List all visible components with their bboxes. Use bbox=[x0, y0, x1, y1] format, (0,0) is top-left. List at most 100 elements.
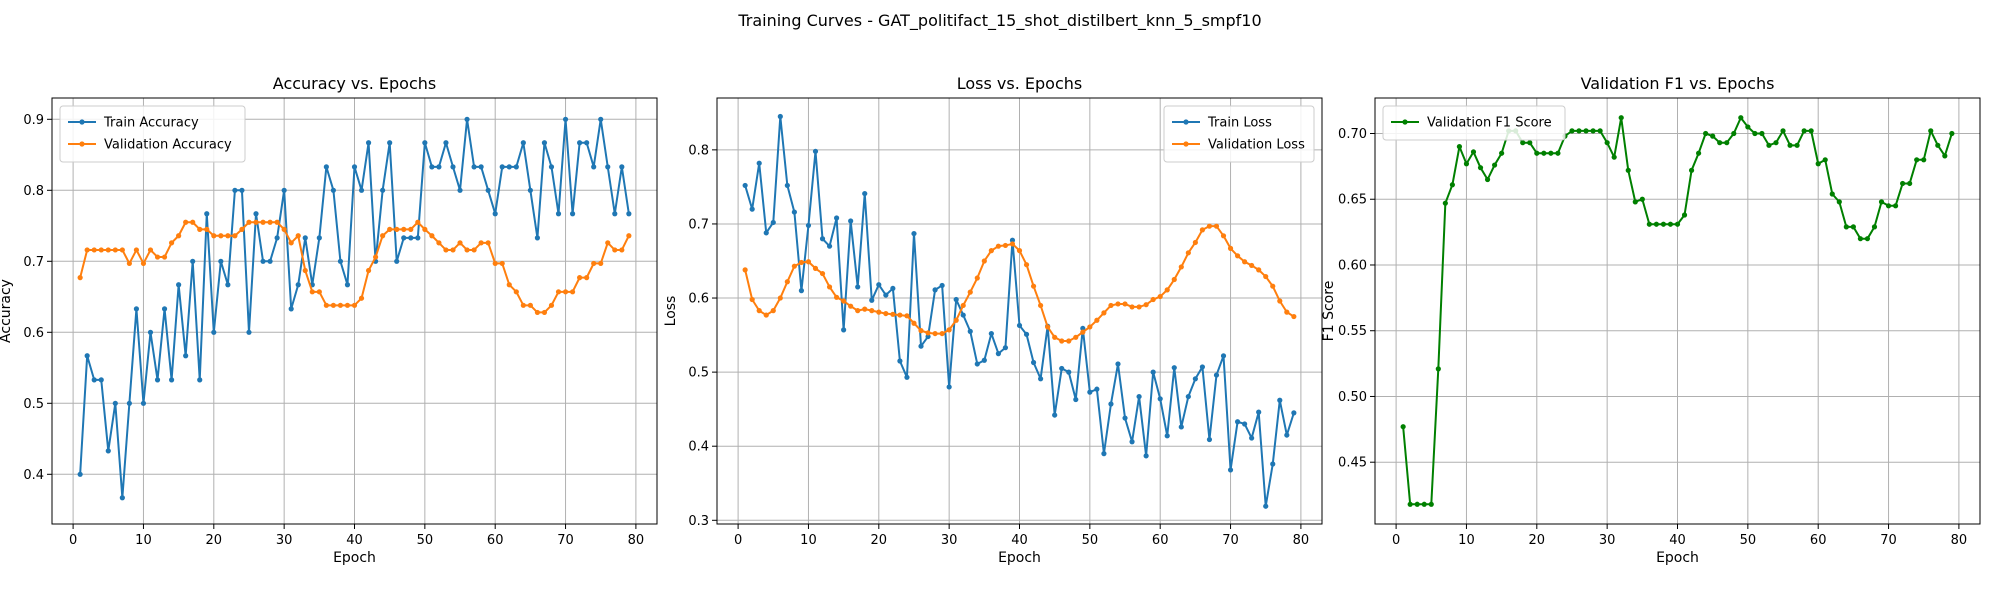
data-point bbox=[1421, 501, 1427, 507]
data-point bbox=[1836, 199, 1842, 205]
data-point bbox=[295, 233, 301, 239]
data-point bbox=[1242, 259, 1248, 265]
data-point bbox=[1227, 467, 1234, 473]
data-point bbox=[805, 259, 812, 265]
data-point bbox=[204, 211, 210, 217]
legend: Train Loss Validation Loss bbox=[1163, 105, 1315, 163]
data-point bbox=[1045, 324, 1051, 330]
data-point bbox=[337, 302, 344, 308]
data-point bbox=[1667, 221, 1674, 227]
data-point bbox=[1787, 142, 1793, 148]
data-point bbox=[1270, 283, 1276, 289]
data-point bbox=[925, 333, 931, 340]
data-point bbox=[960, 312, 966, 318]
data-point bbox=[812, 148, 819, 154]
data-point bbox=[777, 113, 783, 120]
data-point bbox=[147, 247, 154, 253]
data-point bbox=[147, 329, 154, 335]
legend-label-1: Train Accuracy bbox=[103, 116, 199, 131]
data-point bbox=[443, 140, 449, 146]
data-point bbox=[1059, 365, 1065, 372]
data-point bbox=[1857, 236, 1864, 242]
data-point bbox=[471, 247, 477, 253]
data-point bbox=[605, 240, 611, 246]
data-point bbox=[288, 240, 294, 246]
data-point bbox=[1122, 301, 1128, 307]
data-point bbox=[1157, 396, 1163, 402]
data-point bbox=[1407, 501, 1413, 507]
data-point bbox=[784, 279, 790, 285]
x-tick-label: 30 bbox=[1599, 533, 1616, 548]
data-point bbox=[911, 320, 917, 326]
data-point bbox=[890, 311, 896, 317]
data-point bbox=[1928, 128, 1934, 134]
data-point bbox=[260, 258, 266, 264]
data-point bbox=[876, 282, 882, 288]
data-point bbox=[1900, 180, 1906, 187]
data-point bbox=[457, 187, 463, 193]
data-point bbox=[401, 235, 407, 241]
axes-frame bbox=[1374, 97, 1981, 525]
data-point bbox=[77, 471, 83, 477]
data-point bbox=[974, 361, 980, 367]
data-point bbox=[380, 233, 386, 239]
data-point bbox=[1052, 412, 1058, 418]
data-point bbox=[763, 312, 769, 318]
data-point bbox=[1094, 317, 1100, 323]
data-point bbox=[1618, 115, 1624, 121]
data-point bbox=[1136, 304, 1142, 310]
data-point bbox=[520, 302, 526, 308]
data-point bbox=[1178, 264, 1184, 270]
data-point bbox=[1710, 133, 1716, 139]
legend: Validation F1 Score bbox=[1382, 105, 1566, 141]
legend-marker-1 bbox=[1183, 119, 1189, 125]
data-point bbox=[1801, 128, 1807, 134]
data-point bbox=[1016, 322, 1023, 329]
data-point bbox=[1277, 298, 1283, 304]
data-point bbox=[855, 284, 861, 290]
x-axis-label: Epoch bbox=[998, 550, 1041, 566]
x-tick-label: 80 bbox=[1293, 533, 1310, 548]
data-point bbox=[1435, 366, 1441, 372]
legend-label-2: Validation Loss bbox=[1208, 138, 1305, 153]
data-point bbox=[168, 240, 175, 246]
data-point bbox=[1227, 245, 1234, 251]
data-point bbox=[841, 327, 847, 333]
data-point bbox=[841, 298, 847, 304]
data-point bbox=[112, 400, 118, 406]
data-point bbox=[253, 211, 259, 217]
y-axis-label: F1 Score bbox=[1321, 281, 1337, 342]
data-point bbox=[1921, 157, 1927, 163]
data-point bbox=[541, 140, 548, 146]
data-point bbox=[77, 275, 83, 281]
data-point bbox=[1213, 372, 1220, 378]
data-point bbox=[1477, 165, 1484, 171]
data-point bbox=[1143, 302, 1149, 308]
x-axis-label: Epoch bbox=[1656, 550, 1699, 566]
x-tick-label: 40 bbox=[346, 533, 363, 548]
data-point bbox=[848, 303, 854, 309]
x-tick-label: 70 bbox=[1222, 533, 1239, 548]
data-point bbox=[1583, 128, 1589, 134]
data-point bbox=[415, 235, 421, 241]
data-point bbox=[1703, 130, 1709, 137]
data-point bbox=[1009, 241, 1016, 247]
data-point bbox=[1073, 334, 1079, 340]
data-point bbox=[119, 247, 125, 253]
data-point bbox=[1157, 293, 1163, 300]
data-point bbox=[1108, 302, 1114, 309]
data-point bbox=[1234, 419, 1241, 425]
data-point bbox=[91, 247, 97, 253]
chart-title: Loss vs. Epochs bbox=[957, 74, 1082, 93]
data-point bbox=[918, 343, 924, 349]
data-point bbox=[1002, 345, 1009, 351]
data-point bbox=[1456, 144, 1463, 150]
data-point bbox=[1150, 369, 1156, 375]
data-point bbox=[1080, 329, 1086, 335]
data-point bbox=[1935, 142, 1941, 148]
data-point bbox=[605, 164, 611, 170]
data-point bbox=[939, 282, 945, 289]
data-point bbox=[749, 296, 755, 303]
data-point bbox=[1597, 128, 1603, 134]
data-point bbox=[168, 377, 175, 383]
